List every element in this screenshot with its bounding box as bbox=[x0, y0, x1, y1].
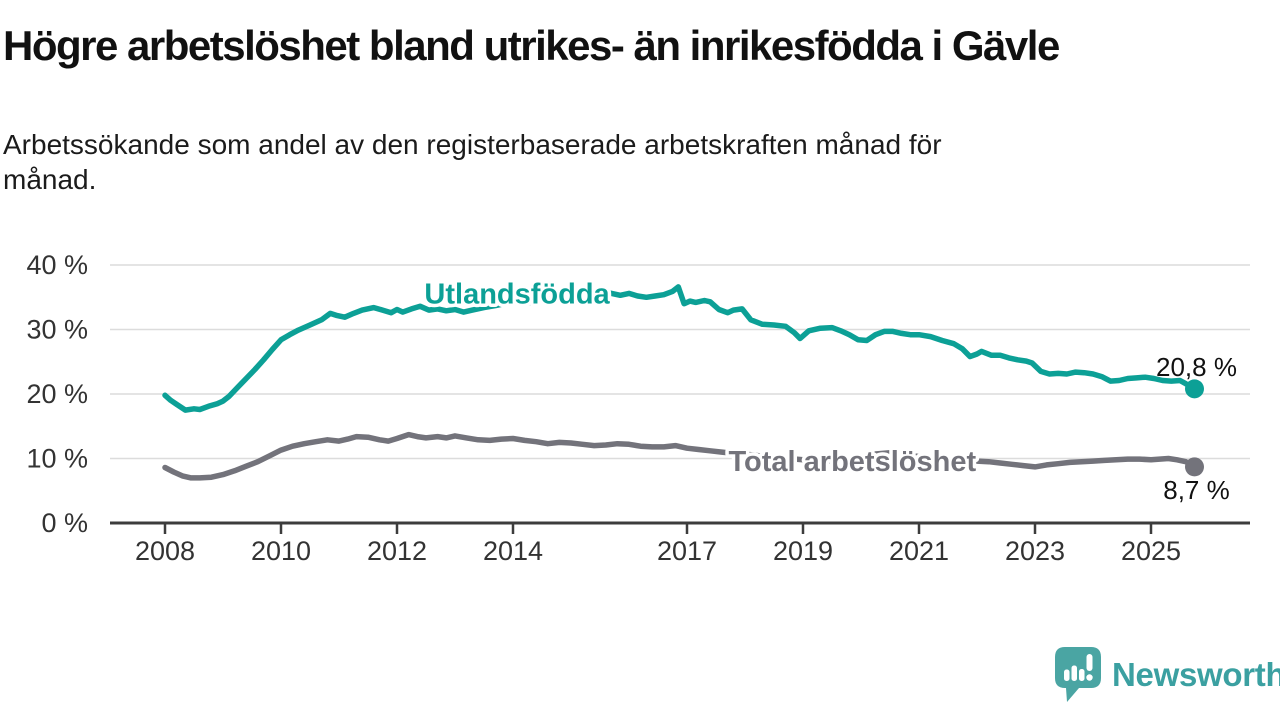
end-dot-total bbox=[1185, 457, 1204, 477]
series-line-total bbox=[162, 431, 1198, 481]
y-tick-label: 0 % bbox=[41, 508, 88, 538]
x-tick-label: 2008 bbox=[135, 536, 195, 566]
y-tick-label: 10 % bbox=[26, 444, 88, 474]
series-label-utlandsfodda: Utlandsfödda bbox=[424, 279, 610, 311]
x-tick-label: 2025 bbox=[1121, 536, 1181, 566]
chart-subtitle-line1: Arbetssökande som andel av den registerb… bbox=[3, 129, 942, 160]
x-tick-label: 2021 bbox=[889, 536, 949, 566]
end-value-label-utlandsfodda: 20,8 % bbox=[1156, 352, 1237, 382]
bar-chart-speech-bubble-icon bbox=[1055, 647, 1101, 702]
x-tick-label: 2023 bbox=[1005, 536, 1065, 566]
end-value-label-total: 8,7 % bbox=[1163, 475, 1230, 505]
x-tick-label: 2012 bbox=[367, 536, 427, 566]
chart-subtitle: Arbetssökande som andel av den registerb… bbox=[3, 127, 942, 197]
newsworthy-logo: Newsworthy bbox=[1054, 646, 1280, 703]
y-tick-label: 40 % bbox=[26, 250, 88, 280]
logo-text: Newsworthy bbox=[1112, 655, 1280, 693]
x-tick-label: 2017 bbox=[657, 536, 717, 566]
end-dot-utlandsfodda bbox=[1185, 379, 1204, 399]
x-tick-label: 2014 bbox=[483, 536, 543, 566]
y-tick-label: 20 % bbox=[26, 379, 88, 409]
y-tick-label: 30 % bbox=[26, 315, 88, 345]
x-tick-label: 2010 bbox=[251, 536, 311, 566]
x-tick-label: 2019 bbox=[773, 536, 833, 566]
series-label-total: Total arbetslöshet bbox=[728, 446, 976, 478]
chart-subtitle-line2: månad. bbox=[3, 164, 97, 195]
series-line-utlandsfodda bbox=[162, 284, 1198, 413]
chart-title: Högre arbetslöshet bland utrikes- än inr… bbox=[3, 22, 1060, 69]
